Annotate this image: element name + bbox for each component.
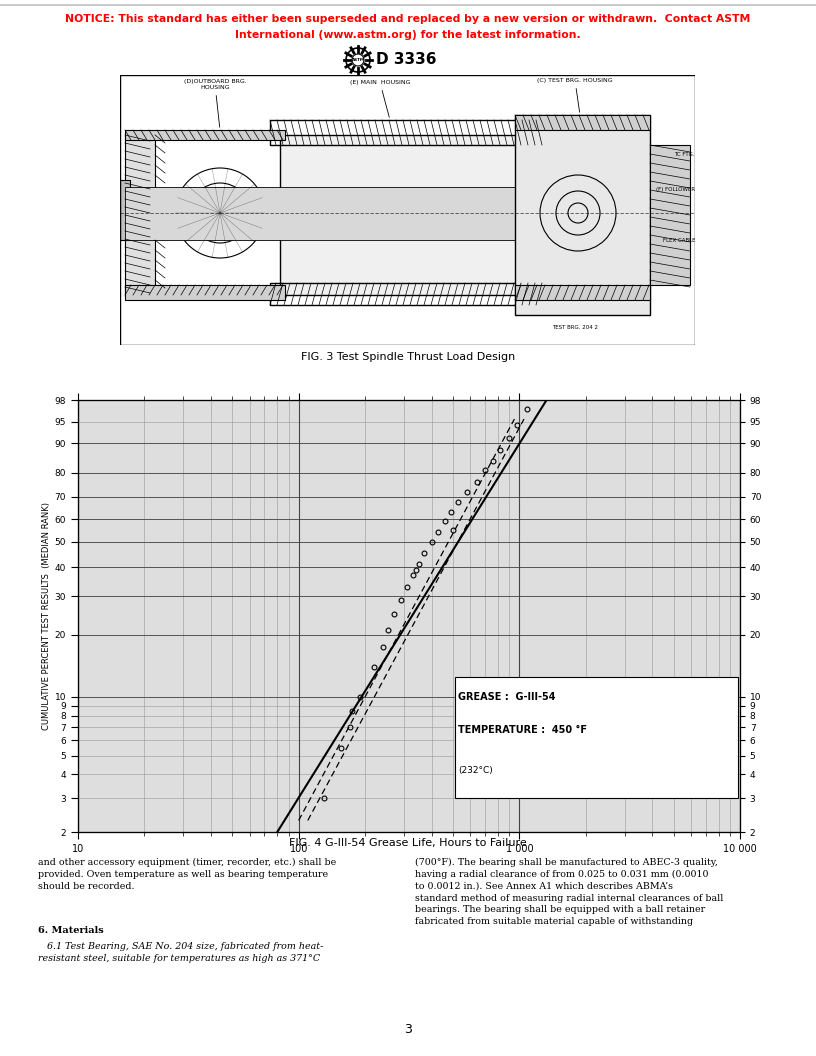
Bar (270, 120, 540, 145)
Text: 3: 3 (404, 1023, 412, 1036)
Y-axis label: CUMULATIVE PERCENT TEST RESULTS  (MEDIAN RANK): CUMULATIVE PERCENT TEST RESULTS (MEDIAN … (42, 502, 51, 730)
Text: 6.1 ​Test Bearing, SAE No. 204 size, fabricated from heat-
resistant steel, suit: 6.1 ​Test Bearing, SAE No. 204 size, fab… (38, 942, 323, 963)
Bar (515, 285, 650, 300)
Text: TEST BRG. 204 2: TEST BRG. 204 2 (552, 325, 598, 329)
Bar (125, 285, 285, 300)
Bar (125, 187, 685, 240)
Text: GREASE :  G-III-54: GREASE : G-III-54 (459, 692, 556, 701)
Text: FIG. 4 G-III-54 Grease Life, Hours to Failure: FIG. 4 G-III-54 Grease Life, Hours to Fa… (289, 838, 527, 848)
Bar (455, 677, 738, 798)
Text: (F) FOLLOWER: (F) FOLLOWER (656, 188, 695, 192)
Bar (515, 115, 650, 315)
Text: (232°C): (232°C) (459, 766, 493, 775)
Text: (D)OUTBOARD BRG.
HOUSING: (D)OUTBOARD BRG. HOUSING (184, 79, 246, 127)
Text: (700°F). The bearing shall be manufactured to ABEC-3 quality,
having a radial cl: (700°F). The bearing shall be manufactur… (415, 857, 723, 926)
Bar (120, 180, 130, 240)
Circle shape (346, 48, 370, 72)
Text: FLEX CABLE: FLEX CABLE (663, 238, 695, 243)
Text: (E) MAIN  HOUSING: (E) MAIN HOUSING (350, 80, 410, 117)
Text: and other accessory equipment (timer, recorder, etc.) shall be
provided. Oven te: and other accessory equipment (timer, re… (38, 857, 336, 890)
Text: NOTICE: This standard has either been superseded and replaced by a new version o: NOTICE: This standard has either been su… (65, 14, 751, 24)
Bar (270, 283, 540, 305)
Text: 6. Materials: 6. Materials (38, 926, 104, 935)
Bar (650, 145, 690, 285)
Bar (515, 115, 650, 130)
Bar (125, 135, 155, 295)
Text: ASTM: ASTM (352, 58, 365, 62)
Bar (280, 135, 520, 295)
Text: TEMPERATURE :  450 °F: TEMPERATURE : 450 °F (459, 724, 588, 735)
Text: International (www.astm.org) for the latest information.: International (www.astm.org) for the lat… (235, 30, 581, 40)
Text: D 3336: D 3336 (376, 53, 437, 68)
Text: TC FTG.: TC FTG. (674, 152, 695, 157)
Text: FIG. 3 Test Spindle Thrust Load Design: FIG. 3 Test Spindle Thrust Load Design (301, 352, 515, 362)
Text: (C) TEST BRG. HOUSING: (C) TEST BRG. HOUSING (537, 78, 613, 112)
Bar (125, 130, 285, 140)
